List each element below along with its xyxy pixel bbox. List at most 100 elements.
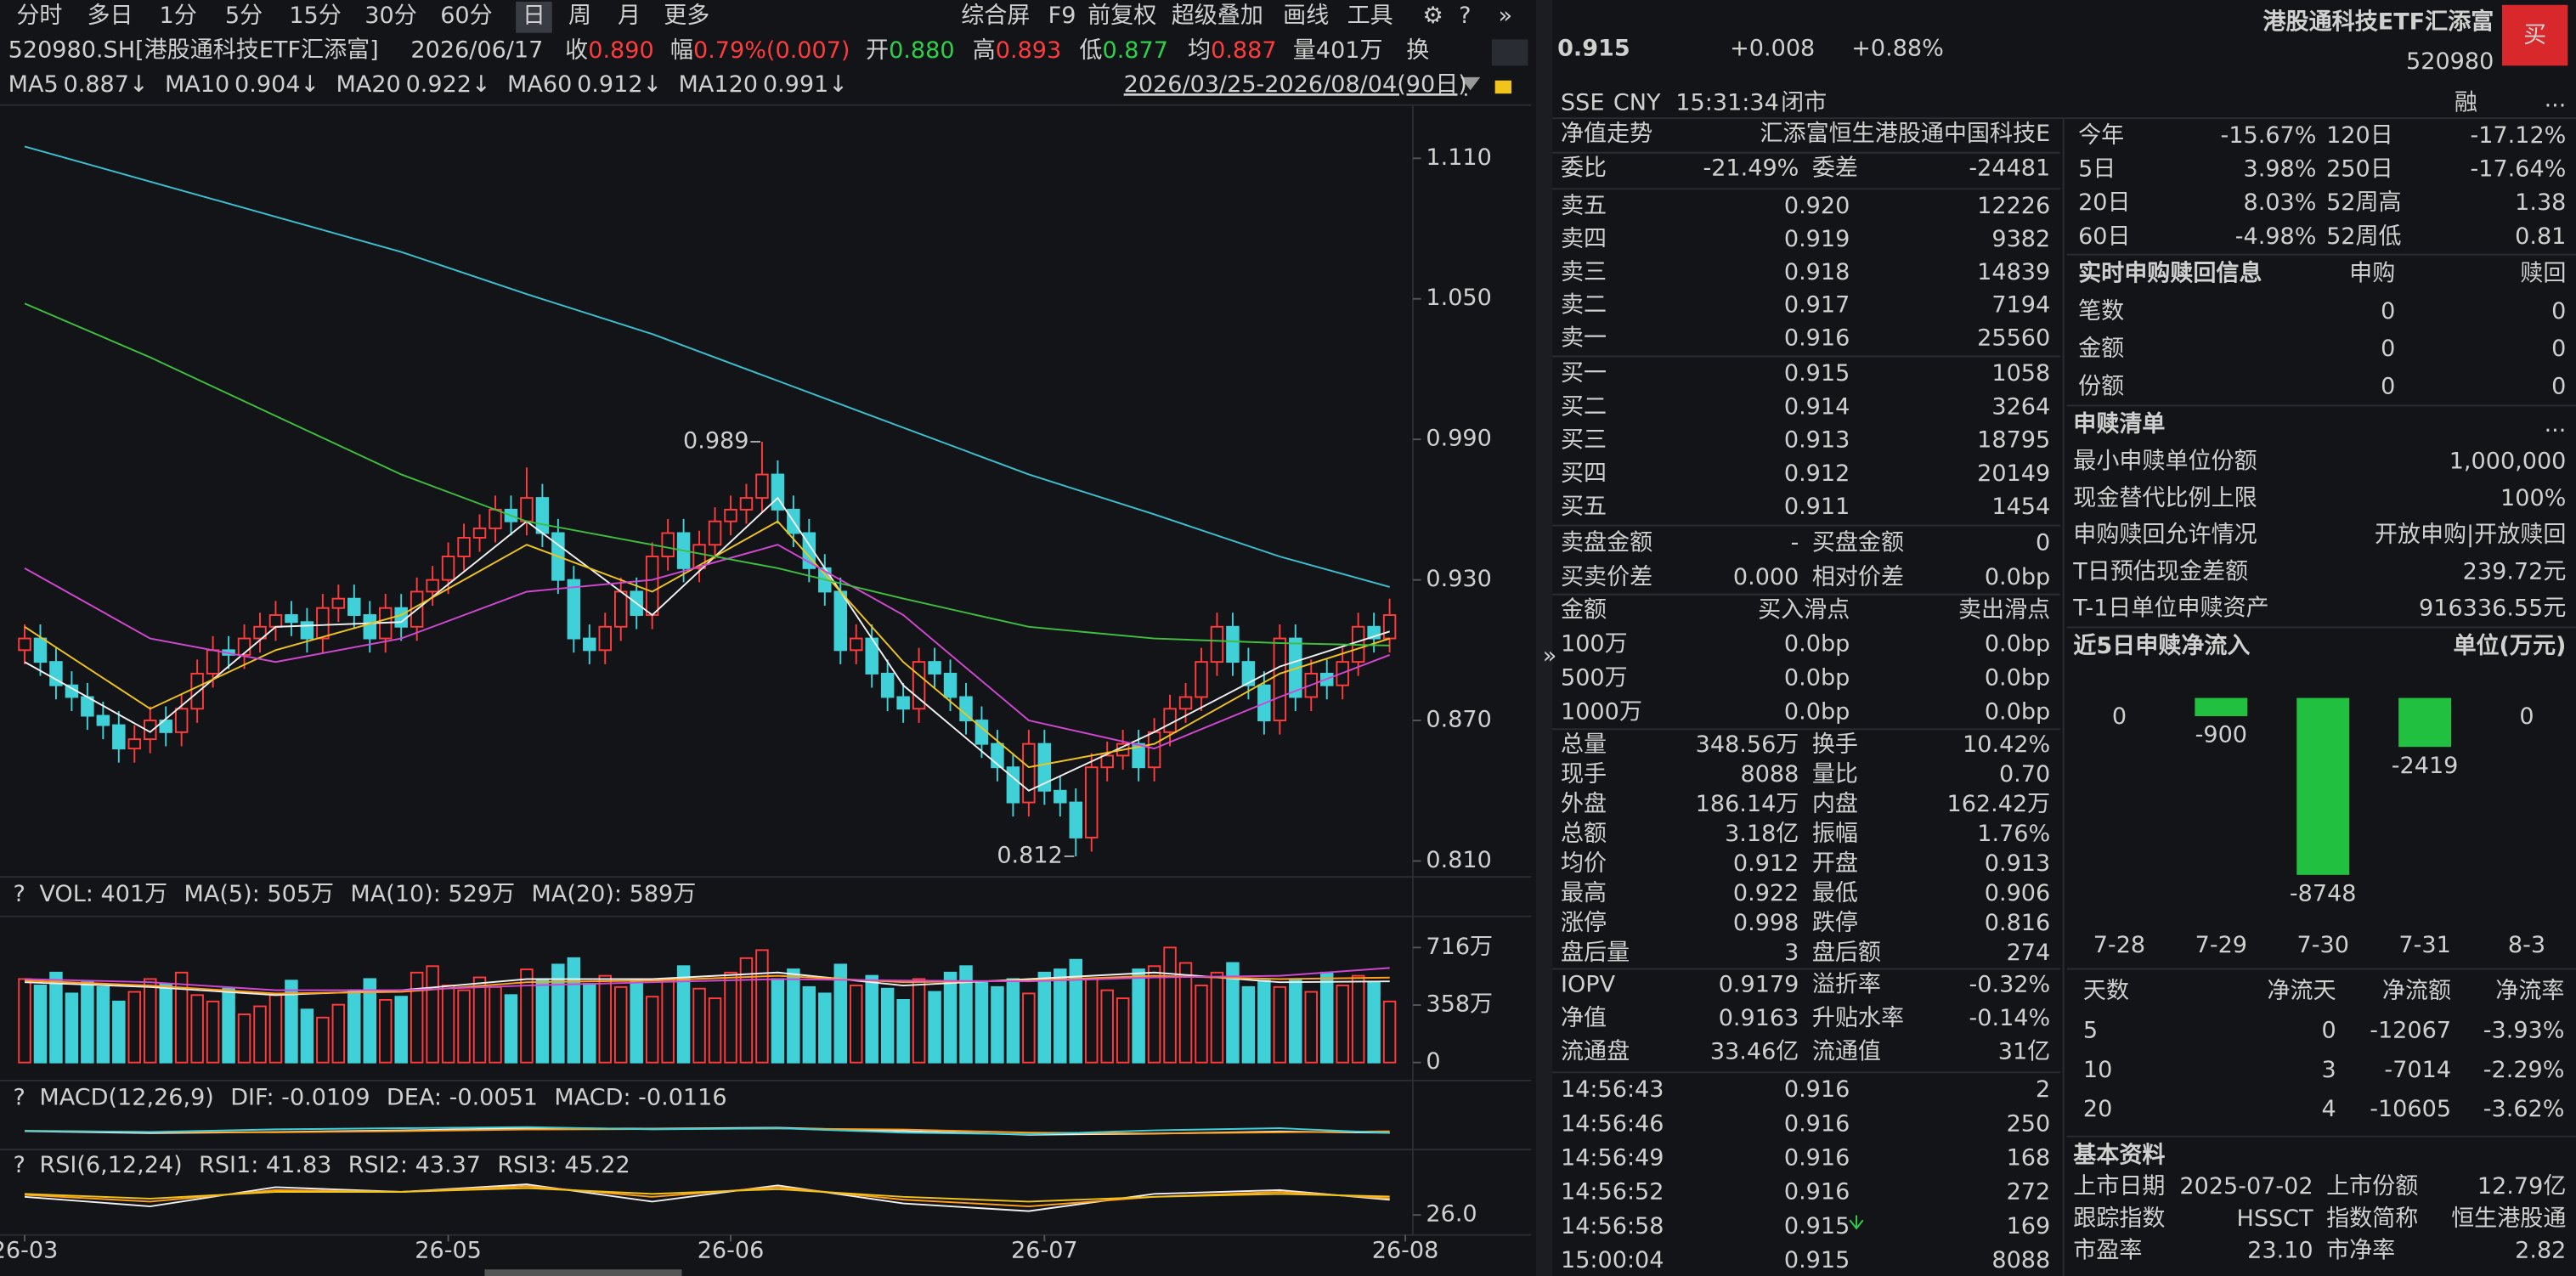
price-change: +0.008 [1730,35,1815,61]
candle-body [1084,766,1099,838]
down-arrow [1849,1215,1864,1230]
candle-body [880,672,895,698]
volume-bar [504,994,518,1064]
table-cell: 7194 [1991,292,2050,319]
buy-button[interactable] [2501,4,2568,66]
expand-icon[interactable]: » [1499,3,1513,29]
volume-bar [65,992,79,1064]
table-cell: 涨停 [1561,910,1607,936]
table-cell: 20149 [1977,460,2050,487]
table-cell: 23.10 [2247,1238,2313,1264]
table-cell: 10.42% [1963,731,2050,758]
table-cell: 31亿 [1998,1039,2050,1065]
table-cell: 8088 [1991,1247,2050,1273]
date-range[interactable]: 2026/03/25-2026/08/04(90日) [1124,71,1467,98]
period-tab[interactable]: 1分 [160,3,197,29]
period-tab[interactable]: 15分 [289,3,341,29]
table-cell: 20日 [2078,189,2130,216]
table-cell: 0.915 [1784,1247,1850,1273]
settings-icon[interactable]: ⚙ [1423,3,1443,29]
candle-body [347,597,361,616]
volume-bar [1022,992,1036,1064]
table-cell: 5日 [2078,156,2116,183]
table-cell: 买盘金额 [1812,529,1904,556]
table-cell: 0 [2321,1017,2336,1043]
table-cell: 0.9163 [1719,1005,1799,1031]
table-cell: 169 [2007,1213,2051,1239]
table-cell: 上市日期 [2073,1173,2165,1200]
splitter-arrow[interactable]: » [1543,643,1557,669]
table-cell: 168 [2007,1144,2051,1171]
period-tab[interactable]: 分时 [16,3,62,29]
table-cell: 274 [2007,940,2051,966]
volume-bar [206,1000,220,1064]
table-cell: 委比 [1561,155,1607,182]
table-cell: 净流率 [2495,978,2564,1004]
table-cell: 0.916 [1784,325,1850,351]
table-cell: 申赎清单 [2073,411,2165,438]
help-icon[interactable]: ? [13,881,25,907]
volume-bar [300,1008,314,1064]
candle-body [583,637,596,652]
period-tab[interactable]: 5分 [225,3,263,29]
field-label: 均 [1188,37,1211,63]
period-tab[interactable]: 60分 [440,3,492,29]
indicator-title: MACD(12,26,9) [39,1085,213,1111]
toolbar-button[interactable]: 前复权 [1087,3,1156,29]
volume-bar [849,984,863,1064]
toolbar-button[interactable]: F9 [1048,3,1076,29]
period-tab[interactable]: 周 [568,3,591,29]
wp-icon[interactable] [1491,39,1528,66]
selected-period [516,1,552,33]
candle-body [943,672,958,698]
period-tab[interactable]: 更多 [664,3,709,29]
table-cell: 1,000,000 [2449,448,2567,474]
table-cell: 汇添富恒生港股通中国科技E [1760,121,2051,147]
volume-bar [1178,962,1193,1064]
candle-body [489,508,502,529]
quote-field: 开0.880 [866,37,955,63]
vol-ma-line [24,974,1390,995]
period-tab[interactable]: 日 [523,3,545,29]
toolbar-button[interactable]: 综合屏 [961,3,1030,29]
ma-line [24,544,1391,750]
volume-bar [928,991,941,1064]
period-tab[interactable]: 月 [618,3,641,29]
table-cell: 239.72元 [2463,558,2567,584]
lock-icon[interactable] [1494,80,1511,94]
table-cell: 买二 [1561,393,1607,420]
volume-bar [802,985,816,1064]
field-value: 0.893 [996,37,1061,63]
table-cell: 换手 [1812,731,1858,758]
table-cell: 500万 [1561,665,1628,692]
help-icon[interactable]: ? [13,1152,25,1178]
help-icon[interactable]: ? [1459,3,1471,29]
table-cell: 3.98% [2244,156,2317,183]
table-cell: 申购 [2349,260,2395,286]
scrollbar[interactable] [484,1269,682,1276]
candle-body [661,532,675,558]
period-tab[interactable]: 多日 [87,3,133,29]
volume-bar [331,1003,346,1064]
table-cell: 近5日申赎净流入 [2073,633,2250,659]
toolbar-button[interactable]: 超级叠加 [1172,3,1263,29]
period-tab[interactable]: 30分 [364,3,416,29]
toolbar-button[interactable]: 工具 [1347,3,1393,29]
candle-body [1382,614,1397,640]
buy-label[interactable]: 买 [2523,22,2546,48]
toolbar-button[interactable]: 画线 [1283,3,1329,29]
table-cell: 2025-07-02 [2179,1173,2313,1200]
more-menu[interactable]: ... [2545,86,2567,112]
table-cell: 0 [2381,374,2395,400]
candle-body [1147,731,1161,769]
candle-body [1100,754,1114,769]
volume-bar [190,994,204,1064]
dropdown-icon[interactable] [1460,76,1481,91]
table-cell: 实时申购赎回信息 [2078,259,2262,286]
help-icon[interactable]: ? [13,1085,25,1111]
candle-body [1022,742,1036,804]
volume-bar [1336,984,1349,1064]
table-cell: 33.46亿 [1710,1039,1799,1065]
table-cell: 盘后额 [1812,940,1881,966]
splitter[interactable] [1535,0,1553,1276]
